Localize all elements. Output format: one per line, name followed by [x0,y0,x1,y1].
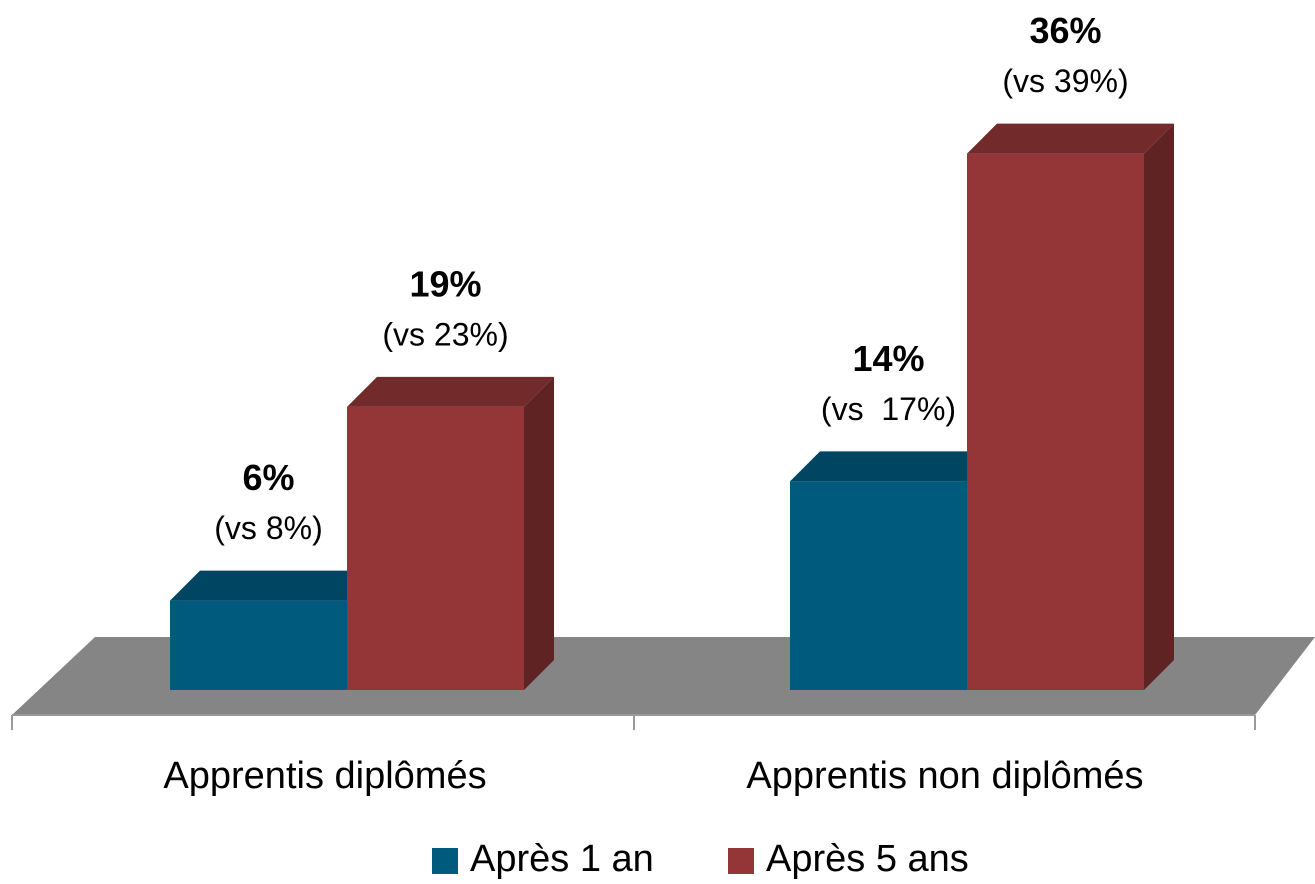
value-label: 14% [852,338,924,379]
x-tick-label: Apprentis diplômés [163,755,486,797]
legend-label: Après 1 an [470,838,654,880]
value-label: 19% [409,263,481,304]
bar-top [347,376,554,407]
bar-top [170,570,377,601]
bar-top [790,451,997,482]
legend-label: Après 5 ans [766,838,969,880]
comparison-label: (vs 39%) [1002,63,1128,99]
value-label: 36% [1029,10,1101,51]
bar-side [1144,123,1174,691]
bar [790,481,967,690]
legend-swatch [728,848,754,874]
bar [967,153,1144,691]
bar [347,406,524,690]
comparison-label: (vs 8%) [214,510,322,546]
comparison-label: (vs 17%) [821,391,956,427]
value-label: 6% [242,457,294,498]
bar-side [524,376,554,690]
comparison-label: (vs 23%) [382,316,508,352]
legend-swatch [432,848,458,874]
bar-top [967,123,1174,154]
x-tick-label: Apprentis non diplômés [746,755,1143,797]
bar [170,600,347,690]
